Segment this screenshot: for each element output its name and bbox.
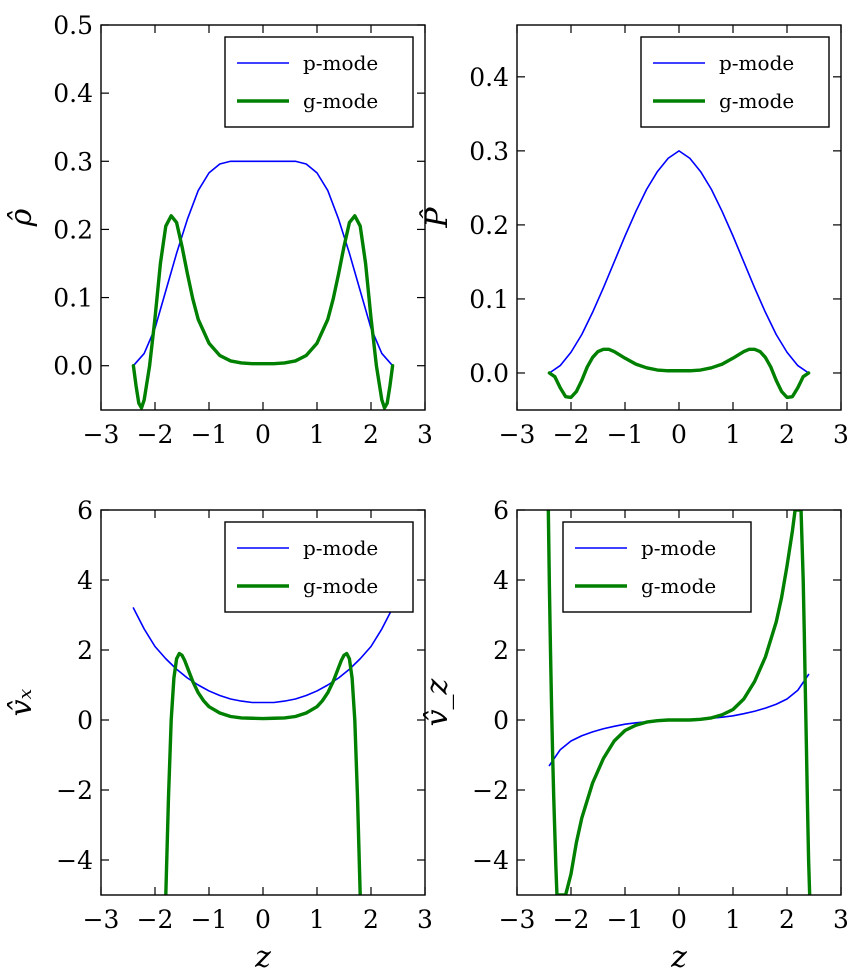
legend: p-mode g-mode: [640, 36, 830, 128]
x-tick-label: −1: [191, 420, 228, 449]
y-tick-label: −4: [56, 846, 93, 875]
x-tick-label: 0: [671, 905, 687, 934]
y-tick-label: 0.0: [469, 359, 509, 388]
y-tick-label: 0: [77, 706, 93, 735]
x-tick-label: 1: [725, 420, 741, 449]
legend-box: [224, 521, 414, 613]
legend: p-mode g-mode: [224, 36, 414, 128]
x-tick-label: 3: [833, 905, 849, 934]
x-tick-label: −3: [499, 420, 536, 449]
y-tick-label: 4: [493, 566, 509, 595]
x-tick-label: −3: [499, 905, 536, 934]
x-tick-label: −2: [137, 420, 174, 449]
legend-box: [562, 521, 752, 613]
x-tick-label: 1: [309, 905, 325, 934]
y-tick-label: 0.0: [53, 352, 93, 381]
y-tick-label: 0.5: [53, 11, 93, 40]
legend-label: p-mode: [719, 51, 794, 75]
legend-label: g-mode: [303, 89, 378, 113]
y-tick-label: 0.3: [469, 137, 509, 166]
legend-label: g-mode: [641, 574, 716, 598]
y-tick-label: 6: [493, 496, 509, 525]
x-tick-label: 0: [255, 905, 271, 934]
series-line-p-mode: [548, 150, 810, 374]
x-tick-label: 2: [779, 905, 795, 934]
y-tick-label: 0.2: [469, 211, 509, 240]
y-tick-label: 0: [493, 706, 509, 735]
x-tick-label: −1: [607, 420, 644, 449]
x-tick-label: −1: [607, 905, 644, 934]
x-tick-label: −2: [553, 905, 590, 934]
series-line-p-mode: [132, 160, 394, 367]
chart-panel-4: −3 −2 −1 0 1 2 3 −4 −2 0 2 4 6 v̂_zz p-mode g-mode: [420, 496, 849, 975]
legend-label: g-mode: [719, 89, 794, 113]
x-tick-label: −2: [553, 420, 590, 449]
y-tick-label: 2: [77, 636, 93, 665]
x-tick-label: 2: [779, 420, 795, 449]
series-line-g-mode: [546, 510, 812, 895]
series-line-g-mode: [131, 214, 395, 410]
x-tick-label: −3: [83, 905, 120, 934]
chart-panel-3: −3 −2 −1 0 1 2 3 −4 −2 0 2 4 6 v̂ₓ z p-mode g-mode: [4, 496, 433, 975]
legend: p-mode g-mode: [224, 521, 414, 613]
series-line-g-mode: [164, 651, 362, 895]
y-tick-label: 0.4: [469, 63, 509, 92]
y-axis-label: v̂_z: [420, 678, 455, 726]
y-axis-label: P̂: [420, 207, 455, 229]
x-tick-label: −2: [137, 905, 174, 934]
y-tick-label: −2: [472, 776, 509, 805]
y-tick-label: 0.1: [469, 285, 509, 314]
x-axis-label: z: [254, 940, 271, 975]
y-axis-label: v̂ₓ: [4, 688, 39, 716]
x-tick-label: 3: [417, 905, 433, 934]
legend-box: [224, 36, 414, 128]
legend: p-mode g-mode: [562, 521, 752, 613]
chart-panel-1: −3 −2 −1 0 1 2 3 0.0 0.1 0.2 0.3 0.4 0.5 ρ̂ p-mode g-mo…: [4, 11, 433, 449]
x-axis-label: z: [670, 940, 687, 975]
x-tick-label: 2: [363, 420, 379, 449]
y-tick-label: −2: [56, 776, 93, 805]
y-axis-label: ρ̂: [4, 208, 39, 227]
x-tick-label: 1: [725, 905, 741, 934]
x-tick-label: 0: [671, 420, 687, 449]
y-tick-label: 0.2: [53, 215, 93, 244]
y-tick-label: 0.1: [53, 284, 93, 313]
chart-panel-2: −3 −2 −1 0 1 2 3 0.0 0.1 0.2 0.3 0.4 P̂ p-mode g-mode: [420, 24, 849, 449]
legend-label: p-mode: [641, 536, 716, 560]
x-tick-label: −3: [83, 420, 120, 449]
x-tick-label: 0: [255, 420, 271, 449]
x-tick-label: 2: [363, 905, 379, 934]
legend-label: g-mode: [303, 574, 378, 598]
x-tick-label: 3: [417, 420, 433, 449]
x-tick-label: −1: [191, 905, 228, 934]
y-tick-label: 6: [77, 496, 93, 525]
y-tick-label: 4: [77, 566, 93, 595]
x-tick-label: 1: [309, 420, 325, 449]
y-tick-label: −4: [472, 846, 509, 875]
series-line-g-mode: [547, 347, 811, 400]
y-tick-label: 2: [493, 636, 509, 665]
legend-label: p-mode: [303, 536, 378, 560]
y-tick-label: 0.4: [53, 79, 93, 108]
y-tick-label: 0.3: [53, 147, 93, 176]
legend-box: [640, 36, 830, 128]
x-tick-label: 3: [833, 420, 849, 449]
legend-label: p-mode: [303, 51, 378, 75]
